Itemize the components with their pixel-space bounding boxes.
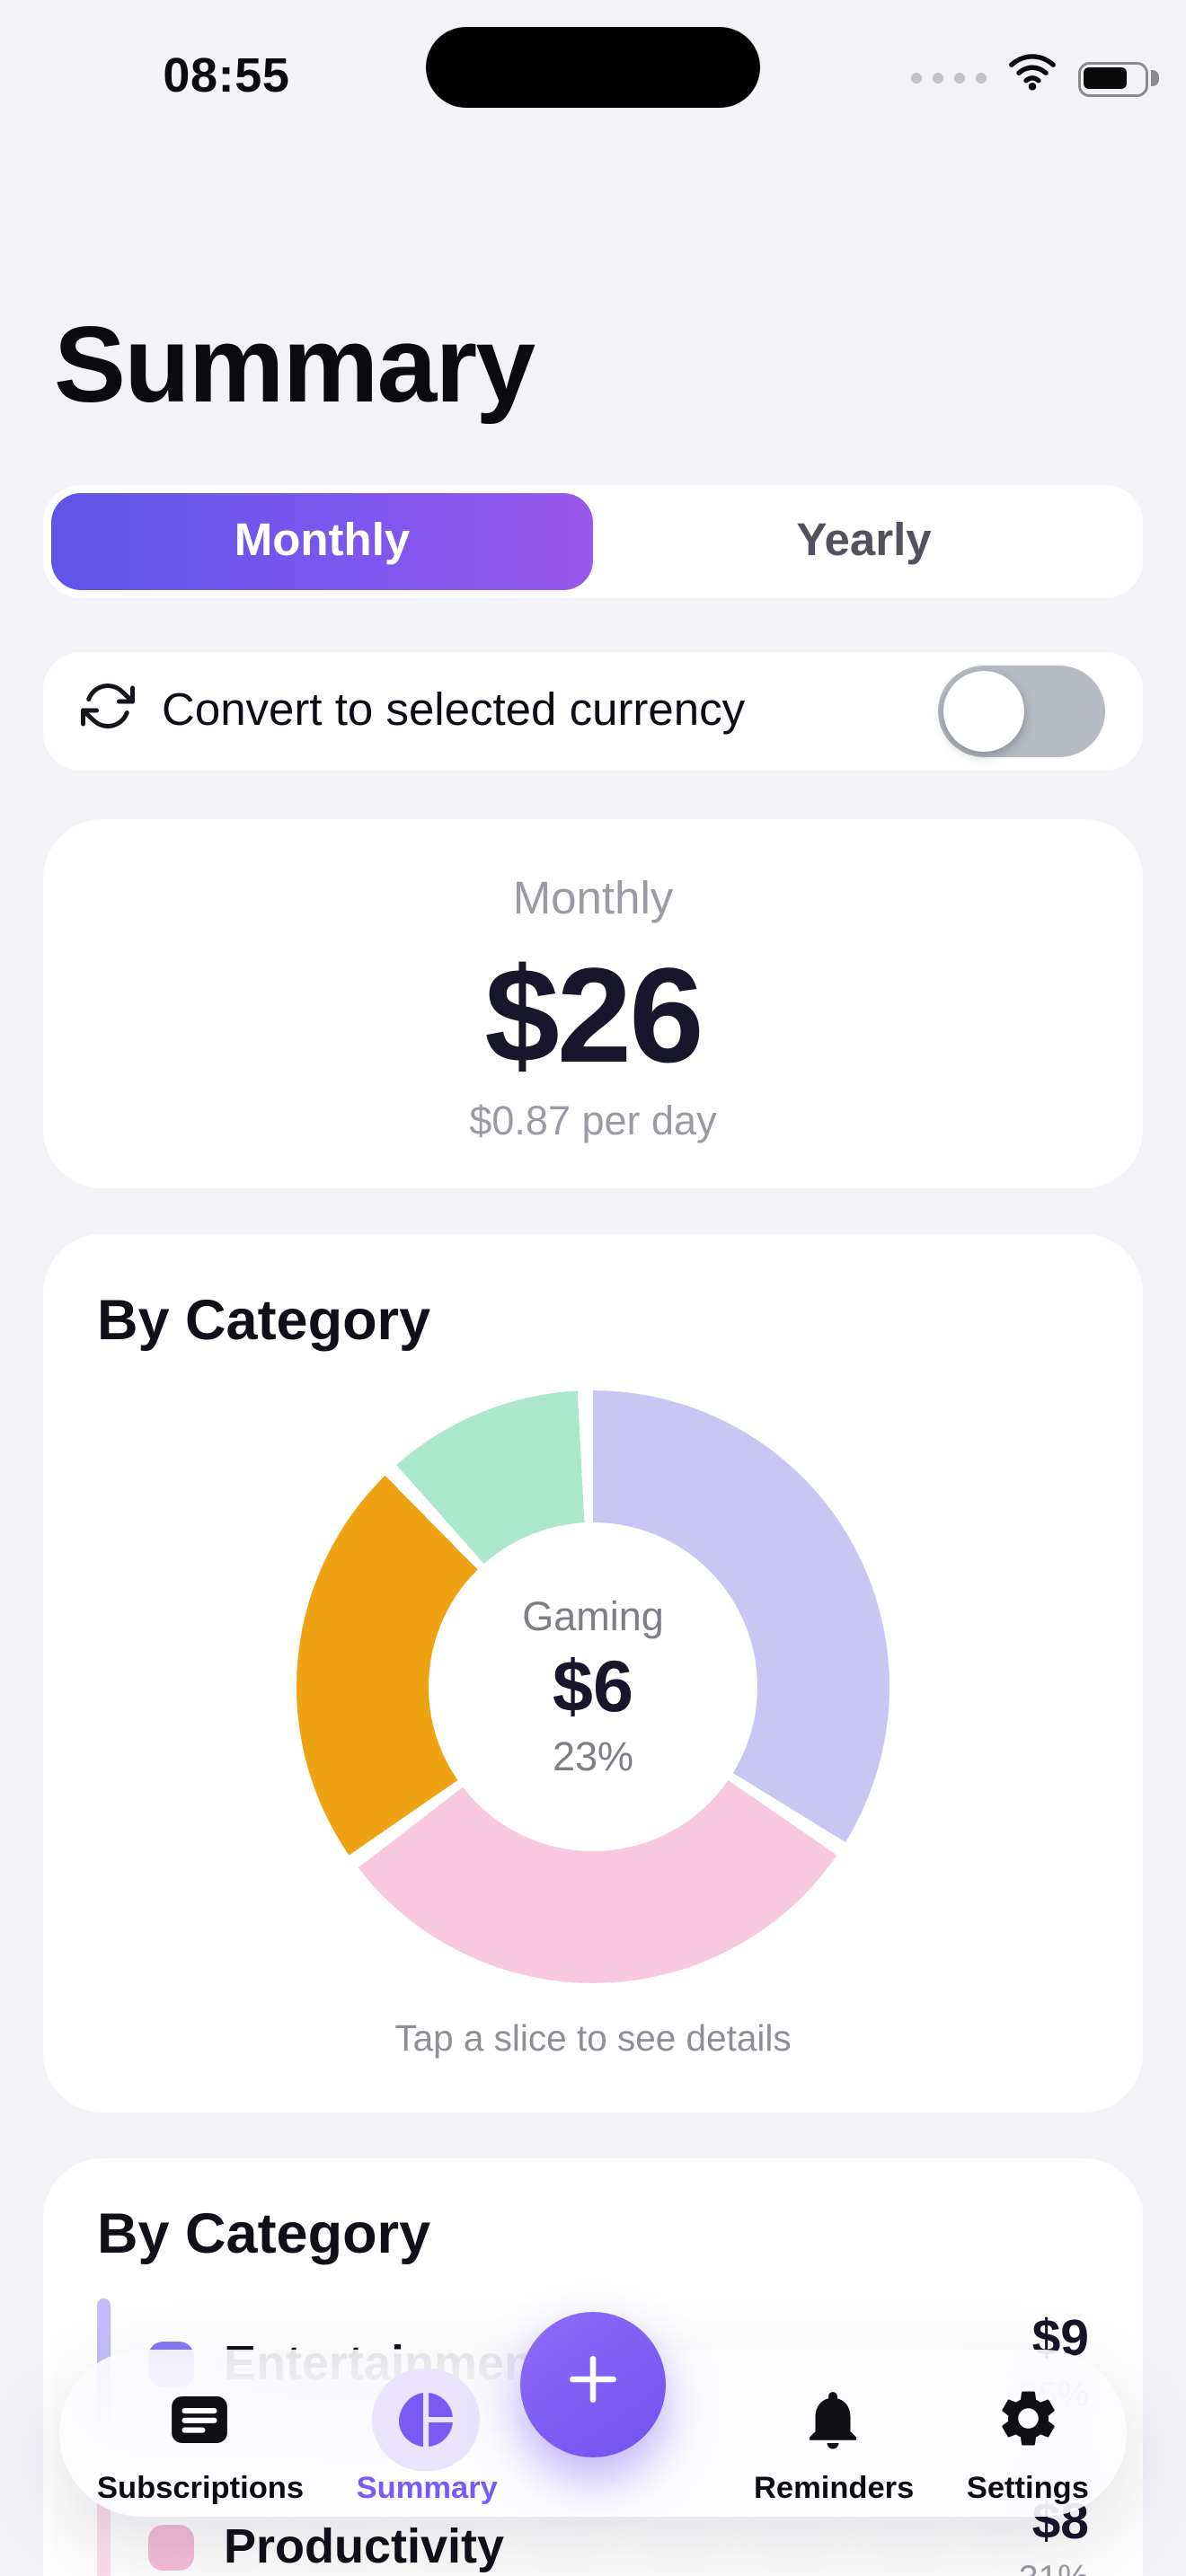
battery-icon: [1078, 60, 1158, 96]
bell-icon: [774, 2368, 893, 2470]
by-category-chart-card: By Category Gaming $6 23% Tap a slice to…: [43, 1234, 1143, 2113]
currency-toggle[interactable]: [938, 666, 1105, 757]
wifi-icon: [1005, 51, 1059, 105]
tab-label: Reminders: [753, 2472, 915, 2505]
convert-currency-row: Convert to selected currency: [43, 652, 1143, 771]
convert-currency-label: Convert to selected currency: [162, 684, 746, 736]
total-amount: $26: [484, 940, 704, 1091]
donut-center: Gaming $6 23%: [429, 1522, 757, 1851]
donut-chart-wrap: Gaming $6 23%: [296, 1390, 890, 1983]
category-percent: 31%: [1019, 2557, 1089, 2576]
add-subscription-button[interactable]: [520, 2312, 666, 2457]
center-category: Gaming: [522, 1593, 664, 1640]
segment-monthly[interactable]: Monthly: [51, 493, 593, 590]
page-title: Summary: [54, 307, 535, 426]
tab-subscriptions[interactable]: Subscriptions: [97, 2362, 304, 2505]
pie-chart-icon: [373, 2367, 482, 2470]
status-bar: 08:55: [0, 0, 1186, 162]
category-swatch: [148, 2523, 194, 2570]
tab-label: Subscriptions: [97, 2472, 305, 2505]
center-percent: 23%: [552, 1734, 634, 1780]
tab-summary[interactable]: Summary: [357, 2362, 498, 2505]
chart-card-title: By Category: [97, 1291, 431, 1353]
list-card-title: By Category: [97, 2204, 431, 2266]
total-summary-card: Monthly $26 $0.87 per day: [43, 819, 1143, 1188]
clock-time: 08:55: [163, 49, 290, 102]
category-label: Productivity: [224, 2518, 505, 2572]
cellular-dots-icon: [909, 72, 987, 84]
tab-label: Settings: [966, 2472, 1089, 2505]
gear-icon: [969, 2368, 1087, 2470]
plus-icon: [558, 2343, 628, 2427]
toggle-knob: [943, 671, 1024, 752]
center-amount: $6: [552, 1645, 634, 1726]
dynamic-island: [426, 27, 760, 108]
per-day-amount: $0.87 per day: [469, 1099, 717, 1145]
chart-hint: Tap a slice to see details: [394, 2018, 792, 2059]
tab-reminders[interactable]: Reminders: [754, 2362, 914, 2505]
status-icons: [909, 51, 1158, 105]
period-segmented-control: Monthly Yearly: [43, 485, 1143, 598]
tab-label: Summary: [356, 2472, 498, 2505]
convert-currency-icon: [81, 678, 135, 745]
tab-settings[interactable]: Settings: [967, 2362, 1089, 2505]
list-icon: [141, 2368, 260, 2470]
total-period-label: Monthly: [512, 873, 674, 924]
segment-yearly[interactable]: Yearly: [796, 515, 932, 566]
